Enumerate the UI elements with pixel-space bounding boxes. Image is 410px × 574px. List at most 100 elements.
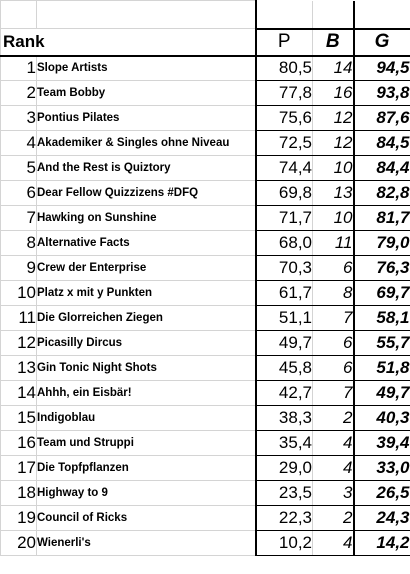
bonus-cell[interactable]: 6 [312,255,354,281]
total-cell[interactable]: 76,3 [352,255,410,281]
bonus-cell[interactable]: 12 [312,105,354,131]
points-cell[interactable]: 49,7 [254,330,313,356]
cell[interactable] [254,0,313,29]
bonus-cell[interactable]: 11 [312,230,354,256]
points-cell[interactable]: 10,2 [254,530,313,556]
rank-cell[interactable]: 7 [0,205,37,231]
points-cell[interactable]: 23,5 [254,480,313,506]
rank-cell[interactable]: 19 [0,505,37,531]
total-cell[interactable]: 39,4 [352,430,410,456]
rank-cell[interactable]: 17 [0,455,37,481]
team-name-cell[interactable]: Pontius Pilates [36,105,256,131]
total-cell[interactable]: 69,7 [352,280,410,306]
total-cell[interactable]: 94,5 [352,55,410,81]
bonus-cell[interactable]: 7 [312,380,354,406]
points-cell[interactable]: 77,8 [254,80,313,106]
team-name-cell[interactable]: Gin Tonic Night Shots [36,355,256,381]
total-cell[interactable]: 87,6 [352,105,410,131]
points-cell[interactable]: 74,4 [254,155,313,181]
rank-cell[interactable]: 12 [0,330,37,356]
points-cell[interactable]: 69,8 [254,180,313,206]
points-cell[interactable]: 29,0 [254,455,313,481]
total-cell[interactable]: 24,3 [352,505,410,531]
total-cell[interactable]: 40,3 [352,405,410,431]
points-cell[interactable]: 38,3 [254,405,313,431]
team-name-cell[interactable]: Team Bobby [36,80,256,106]
team-name-cell[interactable]: Highway to 9 [36,480,256,506]
team-name-cell[interactable]: Wienerli's [36,530,256,556]
rank-cell[interactable]: 9 [0,255,37,281]
bonus-cell[interactable]: 10 [312,155,354,181]
rank-cell[interactable]: 15 [0,405,37,431]
rank-cell[interactable]: 4 [0,130,37,156]
cell[interactable] [352,0,410,29]
bonus-cell[interactable]: 2 [312,505,354,531]
team-name-cell[interactable]: Picasilly Dircus [36,330,256,356]
total-cell[interactable]: 14,2 [352,530,410,556]
total-cell[interactable]: 82,8 [352,180,410,206]
total-cell[interactable]: 81,7 [352,205,410,231]
team-name-cell[interactable]: Akademiker & Singles ohne Niveau [36,130,256,156]
team-name-cell[interactable]: Council of Ricks [36,505,256,531]
total-cell[interactable]: 49,7 [352,380,410,406]
rank-cell[interactable]: 11 [0,305,37,331]
team-name-cell[interactable]: Hawking on Sunshine [36,205,256,231]
rank-cell[interactable]: 13 [0,355,37,381]
points-cell[interactable]: 70,3 [254,255,313,281]
team-name-cell[interactable]: Crew der Enterprise [36,255,256,281]
rank-cell[interactable]: 8 [0,230,37,256]
bonus-cell[interactable]: 4 [312,530,354,556]
total-header[interactable]: G [352,27,410,57]
bonus-cell[interactable]: 8 [312,280,354,306]
team-name-cell[interactable]: Platz x mit y Punkten [36,280,256,306]
rank-cell[interactable]: 14 [0,380,37,406]
total-cell[interactable]: 55,7 [352,330,410,356]
points-cell[interactable]: 80,5 [254,55,313,81]
bonus-cell[interactable]: 6 [312,330,354,356]
total-cell[interactable]: 33,0 [352,455,410,481]
points-cell[interactable]: 71,7 [254,205,313,231]
bonus-cell[interactable]: 10 [312,205,354,231]
rank-cell[interactable]: 20 [0,530,37,556]
bonus-cell[interactable]: 7 [312,305,354,331]
cell[interactable] [36,0,256,29]
team-name-cell[interactable]: Team und Struppi [36,430,256,456]
rank-cell[interactable]: 16 [0,430,37,456]
cell[interactable] [0,0,37,29]
points-cell[interactable]: 22,3 [254,505,313,531]
bonus-header[interactable]: B [312,27,354,57]
team-name-cell[interactable]: Dear Fellow Quizzizens #DFQ [36,180,256,206]
points-header[interactable]: P [254,27,313,57]
points-cell[interactable]: 75,6 [254,105,313,131]
rank-cell[interactable]: 6 [0,180,37,206]
bonus-cell[interactable]: 3 [312,480,354,506]
total-cell[interactable]: 51,8 [352,355,410,381]
total-cell[interactable]: 26,5 [352,480,410,506]
points-cell[interactable]: 51,1 [254,305,313,331]
rank-header[interactable]: Rank [0,28,256,57]
total-cell[interactable]: 58,1 [352,305,410,331]
bonus-cell[interactable]: 2 [312,405,354,431]
points-cell[interactable]: 42,7 [254,380,313,406]
bonus-cell[interactable]: 16 [312,80,354,106]
points-cell[interactable]: 35,4 [254,430,313,456]
total-cell[interactable]: 93,8 [352,80,410,106]
points-cell[interactable]: 72,5 [254,130,313,156]
bonus-cell[interactable]: 6 [312,355,354,381]
total-cell[interactable]: 79,0 [352,230,410,256]
bonus-cell[interactable]: 4 [312,430,354,456]
team-name-cell[interactable]: And the Rest is Quiztory [36,155,256,181]
rank-cell[interactable]: 3 [0,105,37,131]
points-cell[interactable]: 68,0 [254,230,313,256]
team-name-cell[interactable]: Ahhh, ein Eisbär! [36,380,256,406]
total-cell[interactable]: 84,5 [352,130,410,156]
team-name-cell[interactable]: Die Glorreichen Ziegen [36,305,256,331]
points-cell[interactable]: 45,8 [254,355,313,381]
rank-cell[interactable]: 5 [0,155,37,181]
team-name-cell[interactable]: Slope Artists [36,55,256,81]
team-name-cell[interactable]: Die Topfpflanzen [36,455,256,481]
team-name-cell[interactable]: Indigoblau [36,405,256,431]
team-name-cell[interactable]: Alternative Facts [36,230,256,256]
rank-cell[interactable]: 1 [0,55,37,81]
points-cell[interactable]: 61,7 [254,280,313,306]
